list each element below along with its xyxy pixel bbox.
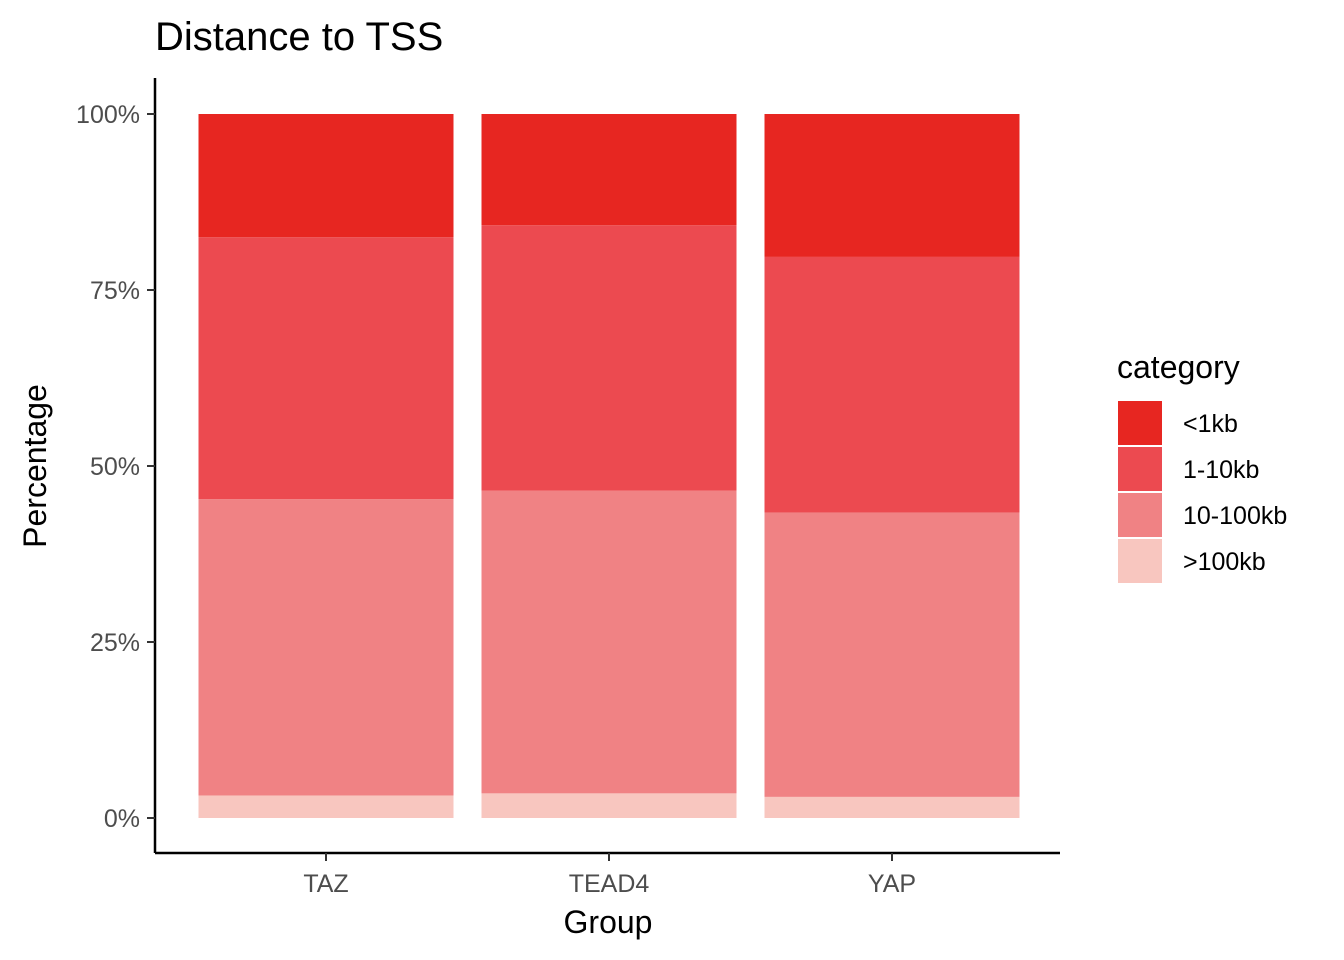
y-tick-label: 50%	[90, 453, 140, 481]
legend-label: 10-100kb	[1183, 502, 1287, 530]
bar-taz-segment-0	[198, 114, 454, 238]
bar-yap-segment-1	[764, 256, 1020, 513]
bar-taz-segment-2	[198, 499, 454, 796]
y-tick-label: 0%	[104, 805, 140, 833]
legend-key	[1118, 493, 1162, 537]
y-tick-label: 75%	[90, 277, 140, 305]
legend-title: category	[1117, 349, 1240, 385]
bar-tead4-segment-1	[481, 225, 737, 491]
legend-label: <1kb	[1183, 410, 1238, 438]
x-axis-title: Group	[564, 904, 653, 940]
y-tick-label: 25%	[90, 629, 140, 657]
bar-yap-segment-3	[764, 796, 1020, 818]
chart-title: Distance to TSS	[155, 15, 443, 59]
legend-key	[1118, 539, 1162, 583]
bar-yap-segment-2	[764, 512, 1020, 797]
bar-tead4-segment-0	[481, 114, 737, 226]
bars-layer	[198, 114, 1020, 818]
legend-key	[1118, 401, 1162, 445]
y-axis-title: Percentage	[17, 384, 53, 548]
legend-key	[1118, 447, 1162, 491]
x-tick-label: TEAD4	[569, 870, 650, 898]
bar-taz-segment-1	[198, 237, 454, 500]
legend-label: >100kb	[1183, 548, 1266, 576]
x-tick-label: YAP	[868, 870, 916, 898]
bar-yap-segment-0	[764, 114, 1020, 257]
bar-tead4-segment-2	[481, 490, 737, 794]
axes-layer: 0% 25% 50% 75% 100% TAZ TEAD4 YAP	[76, 78, 1060, 898]
bar-taz-segment-3	[198, 795, 454, 818]
x-tick-label: TAZ	[303, 870, 348, 898]
legend: category <1kb 1-10kb 10-100kb >100kb	[1117, 349, 1287, 583]
bar-tead4-segment-3	[481, 793, 737, 818]
legend-label: 1-10kb	[1183, 456, 1259, 484]
y-tick-label: 100%	[76, 101, 140, 129]
